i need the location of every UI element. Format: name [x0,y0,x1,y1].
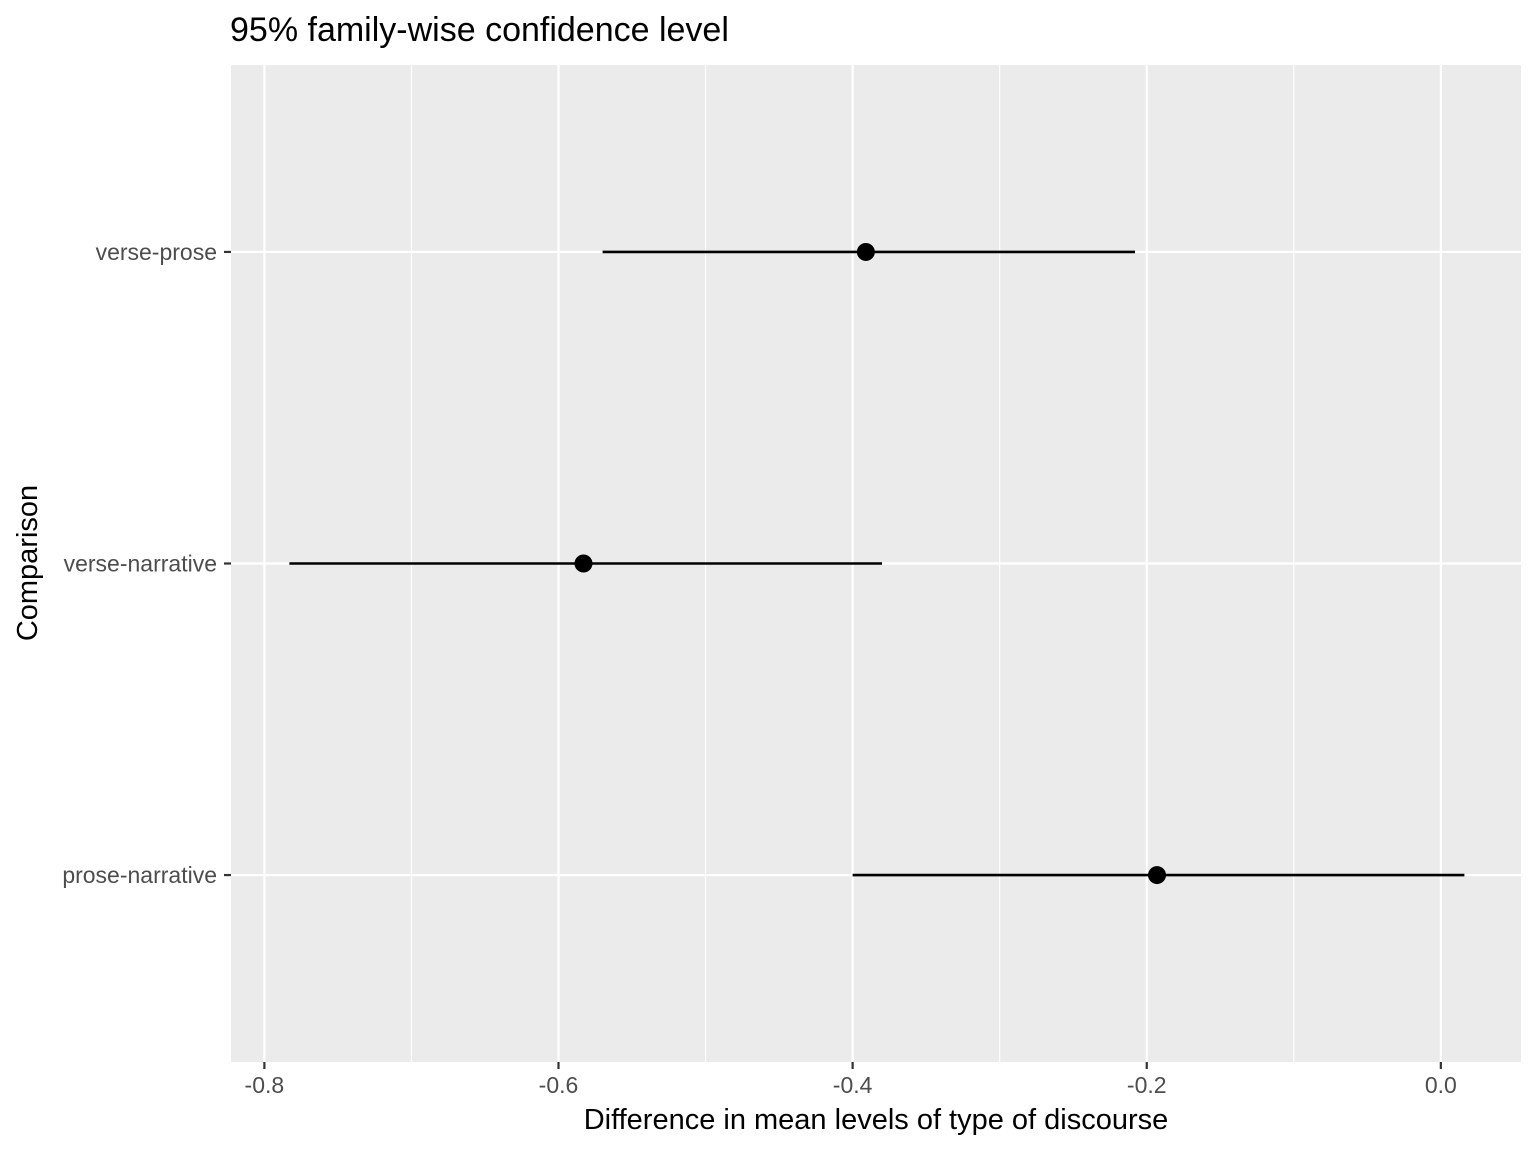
x-tick-label: -0.8 [245,1072,285,1098]
y-tick-label: verse-prose [96,239,217,265]
estimate-point [574,554,593,573]
x-tick-label: -0.2 [1127,1072,1167,1098]
x-tick-label: 0.0 [1425,1072,1457,1098]
y-axis-title: Comparison [12,485,44,641]
x-tick-label: -0.4 [833,1072,873,1098]
data-marks [289,242,1465,885]
x-axis-title: Difference in mean levels of type of dis… [584,1104,1169,1136]
x-tick-label: -0.6 [539,1072,579,1098]
estimate-point [856,242,875,261]
estimate-point [1148,866,1167,885]
y-tick-label: prose-narrative [62,862,217,888]
chart-title: 95% family-wise confidence level [230,11,729,49]
y-tick-label: verse-narrative [64,551,217,577]
y-axis: prose-narrative verse-narrative verse-pros… [62,239,231,888]
x-axis: -0.8 -0.6 -0.4 -0.2 0.0 [245,1062,1457,1098]
